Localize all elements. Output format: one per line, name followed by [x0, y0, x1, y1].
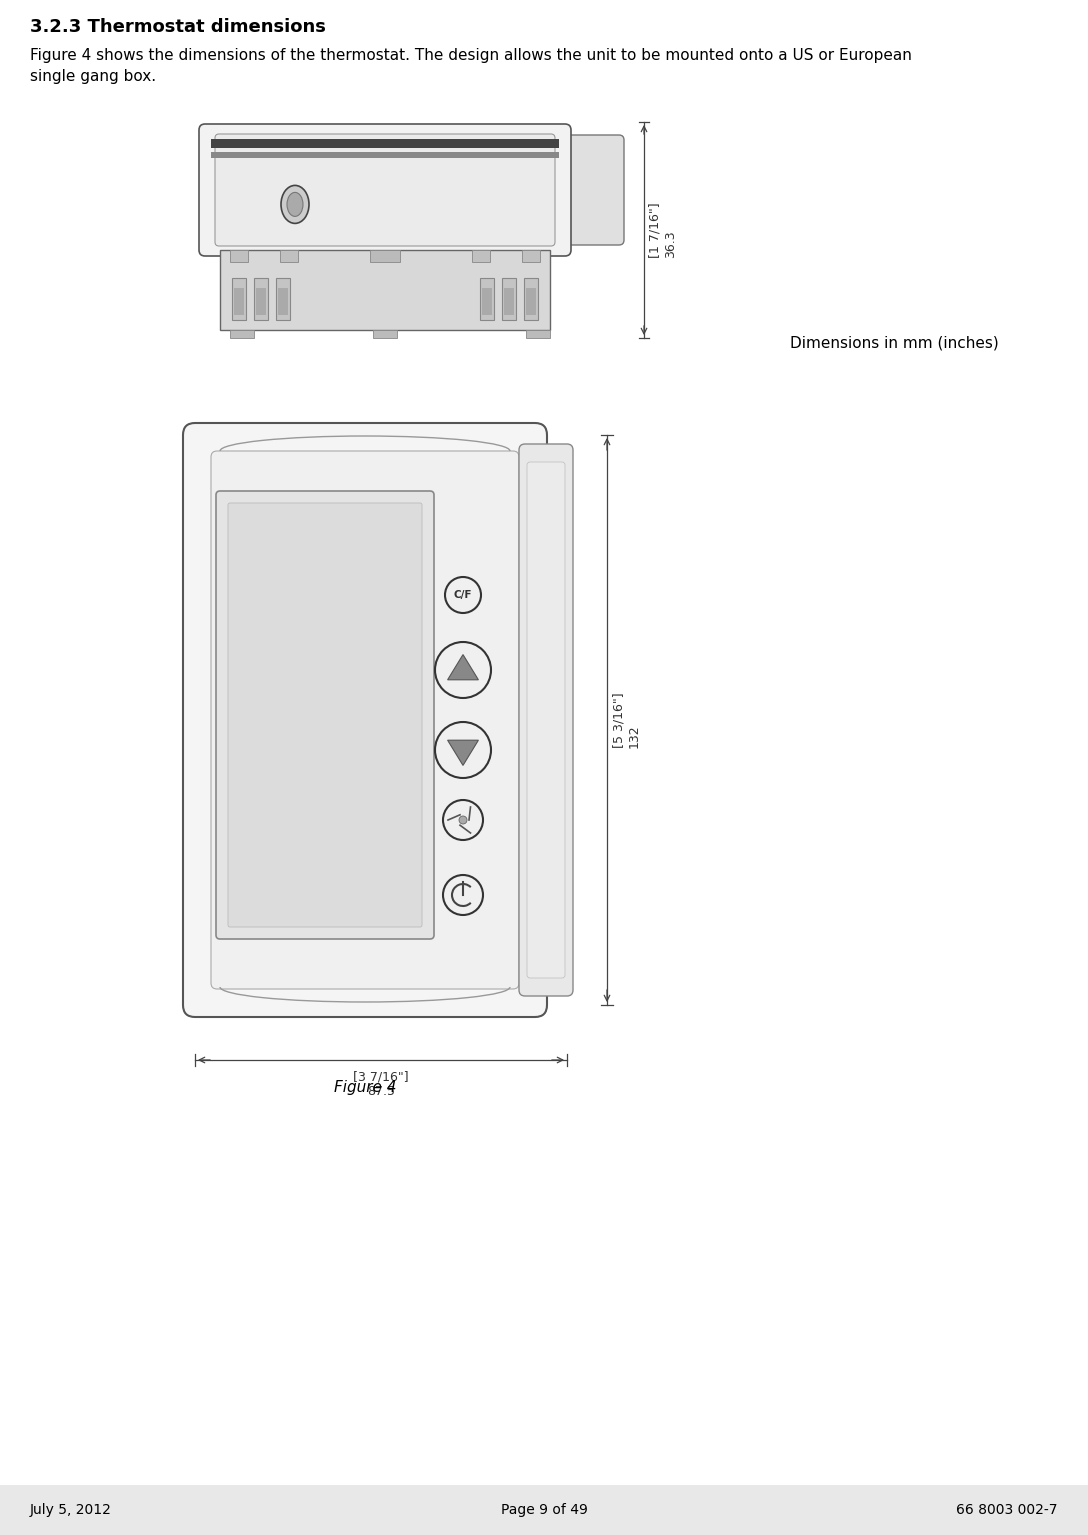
Circle shape [435, 642, 491, 698]
Text: [5 3/16"]
132: [5 3/16"] 132 [613, 692, 641, 748]
Polygon shape [447, 654, 479, 680]
Bar [211, 140, 559, 147]
Bar [480, 278, 494, 319]
FancyBboxPatch shape [183, 424, 547, 1018]
Text: July 5, 2012: July 5, 2012 [30, 1503, 112, 1517]
Bar [524, 278, 537, 319]
Text: Dimensions in mm (inches): Dimensions in mm (inches) [790, 335, 999, 350]
Text: 66 8003 002-7: 66 8003 002-7 [956, 1503, 1058, 1517]
Text: Figure 4 shows the dimensions of the thermostat. The design allows the unit to b: Figure 4 shows the dimensions of the the… [30, 48, 912, 84]
Bar [211, 152, 559, 158]
Text: Page 9 of 49: Page 9 of 49 [500, 1503, 588, 1517]
Bar [232, 278, 246, 319]
FancyBboxPatch shape [215, 134, 555, 246]
Bar [504, 289, 514, 315]
Text: Figure 4: Figure 4 [334, 1081, 396, 1094]
Text: [3 7/16"]
87.5: [3 7/16"] 87.5 [354, 1070, 409, 1098]
Bar [0, 1484, 1088, 1535]
Bar [280, 250, 298, 262]
FancyBboxPatch shape [199, 124, 571, 256]
Bar [526, 289, 536, 315]
FancyBboxPatch shape [527, 462, 565, 978]
Circle shape [443, 875, 483, 915]
FancyBboxPatch shape [228, 503, 422, 927]
Bar [526, 330, 551, 338]
Bar [276, 278, 290, 319]
FancyBboxPatch shape [211, 451, 519, 989]
Text: [1 7/16"]
36.3: [1 7/16"] 36.3 [650, 203, 677, 258]
Bar [220, 250, 551, 330]
FancyBboxPatch shape [554, 135, 625, 246]
Polygon shape [447, 740, 479, 766]
FancyBboxPatch shape [217, 491, 434, 939]
Text: 3.2.3 Thermostat dimensions: 3.2.3 Thermostat dimensions [30, 18, 326, 35]
Bar [502, 278, 516, 319]
Ellipse shape [287, 192, 302, 216]
Bar [256, 289, 265, 315]
Bar [279, 289, 288, 315]
Bar [370, 250, 400, 262]
Ellipse shape [281, 186, 309, 224]
Bar [230, 250, 248, 262]
Bar [373, 330, 397, 338]
Bar [472, 250, 490, 262]
Bar [482, 289, 492, 315]
Circle shape [459, 817, 467, 824]
Bar [230, 330, 254, 338]
Bar [234, 289, 244, 315]
Circle shape [443, 800, 483, 840]
Circle shape [445, 577, 481, 612]
Bar [522, 250, 540, 262]
FancyBboxPatch shape [519, 444, 573, 996]
Circle shape [435, 721, 491, 778]
Text: C/F: C/F [454, 589, 472, 600]
Bar [254, 278, 268, 319]
